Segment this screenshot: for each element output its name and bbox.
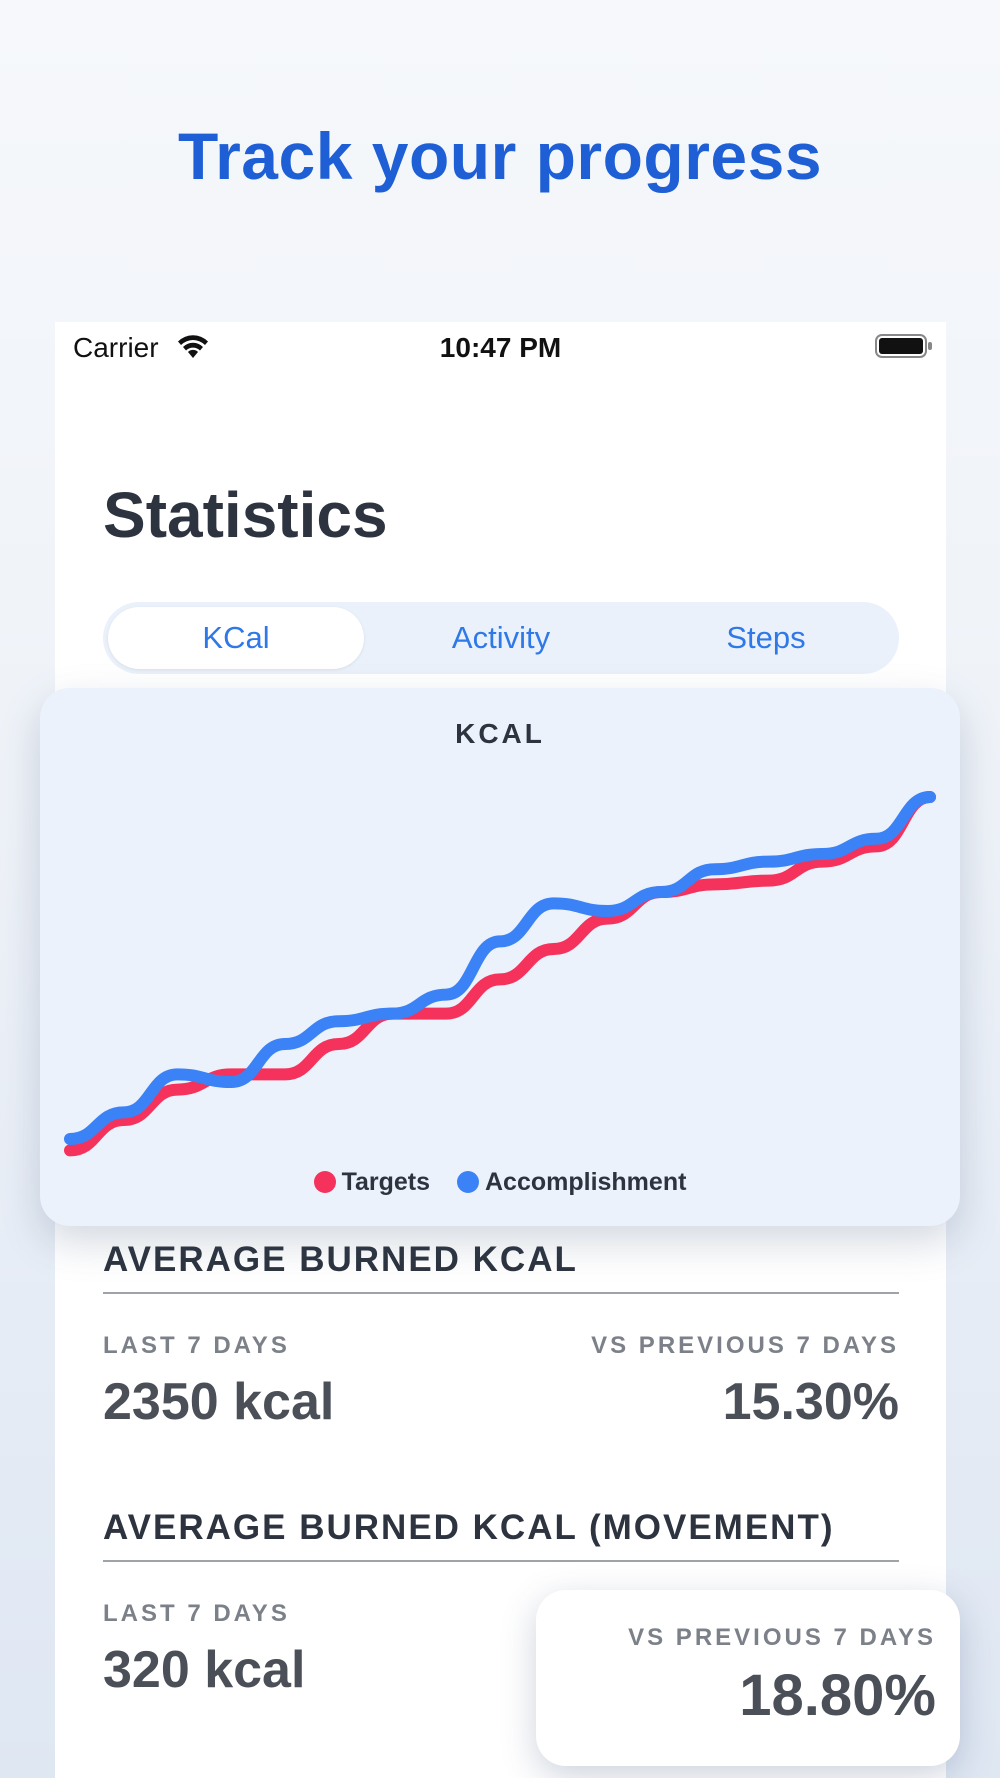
data-point-targets: [69, 1149, 71, 1152]
kcal-chart-card: KCAL Targets Accomplishment: [40, 688, 960, 1226]
accomplishment-dot-icon: [456, 1171, 479, 1193]
data-point-accomplishment: [606, 910, 609, 912]
data-point-accomplishment: [122, 1111, 125, 1114]
data-point-targets: [284, 1073, 286, 1076]
data-point-accomplishment: [337, 1020, 340, 1023]
data-point-accomplishment: [767, 860, 770, 863]
data-point-accomplishment: [69, 1138, 71, 1140]
avg-burned-vs-value: 15.30%: [722, 1373, 899, 1431]
carrier-label: Carrier: [73, 332, 159, 363]
data-point-accomplishment: [821, 853, 824, 855]
series-line-accomplishment: [64, 791, 936, 1145]
chart-legend: Targets Accomplishment: [40, 1168, 960, 1197]
legend-label-targets: Targets: [341, 1168, 431, 1196]
data-point-targets: [122, 1119, 125, 1121]
promo-title: Track your progress: [177, 119, 823, 193]
avg-burned-last-value: 2350 kcal: [103, 1373, 335, 1431]
targets-dot-icon: [313, 1171, 336, 1193]
data-point-accomplishment: [929, 796, 931, 798]
battery-icon: [875, 334, 932, 358]
tab-kcal[interactable]: KCal: [108, 607, 364, 669]
data-point-targets: [552, 948, 555, 950]
tab-activity[interactable]: Activity: [451, 620, 551, 655]
data-point-accomplishment: [714, 868, 716, 871]
data-point-targets: [230, 1073, 233, 1076]
data-point-targets: [714, 883, 716, 886]
data-point-accomplishment: [875, 837, 878, 840]
data-point-targets: [337, 1043, 340, 1045]
tab-steps[interactable]: Steps: [726, 620, 806, 655]
data-point-accomplishment: [445, 993, 448, 996]
data-point-targets: [606, 917, 609, 920]
legend-item-targets[interactable]: Targets: [313, 1168, 431, 1197]
data-point-accomplishment: [176, 1073, 179, 1076]
data-point-targets: [875, 845, 878, 848]
chart-title: KCAL: [455, 718, 545, 749]
data-point-accomplishment: [552, 902, 555, 905]
tab-segmented-control: KCal Activity Steps: [103, 602, 899, 674]
data-point-targets: [821, 860, 824, 863]
data-point-accomplishment: [391, 1012, 394, 1015]
avg-burned-last-label: LAST 7 DAYS: [103, 1332, 290, 1359]
data-point-accomplishment: [499, 940, 501, 943]
data-point-targets: [499, 978, 501, 981]
data-point-targets: [445, 1012, 448, 1015]
avg-movement-heading: AVERAGE BURNED KCAL (MOVEMENT): [103, 1508, 899, 1562]
avg-burned-vs-label: VS PREVIOUS 7 DAYS: [591, 1332, 899, 1359]
series-line-targets: [64, 791, 936, 1157]
legend-label-accomplishment: Accomplishment: [484, 1168, 687, 1196]
avg-movement-last-value: 320 kcal: [103, 1641, 306, 1699]
avg-burned-heading: AVERAGE BURNED KCAL: [103, 1240, 899, 1294]
data-point-accomplishment: [284, 1043, 286, 1045]
wifi-icon: [178, 335, 208, 358]
data-point-accomplishment: [660, 891, 663, 893]
screen-title: Statistics: [103, 479, 388, 551]
avg-movement-last-label: LAST 7 DAYS: [103, 1600, 290, 1627]
status-bar: Carrier 10:47 PM: [55, 322, 946, 372]
kcal-line-chart: [64, 791, 936, 1157]
data-point-targets: [767, 879, 770, 882]
movement-vs-previous-card: VS PREVIOUS 7 DAYS 18.80%: [536, 1590, 960, 1766]
data-point-accomplishment: [230, 1081, 233, 1083]
legend-item-accomplishment[interactable]: Accomplishment: [456, 1168, 687, 1197]
avg-movement-vs-value: 18.80%: [739, 1663, 936, 1728]
status-time: 10:47 PM: [439, 332, 562, 363]
data-point-targets: [176, 1088, 179, 1091]
avg-movement-vs-label: VS PREVIOUS 7 DAYS: [628, 1624, 936, 1651]
